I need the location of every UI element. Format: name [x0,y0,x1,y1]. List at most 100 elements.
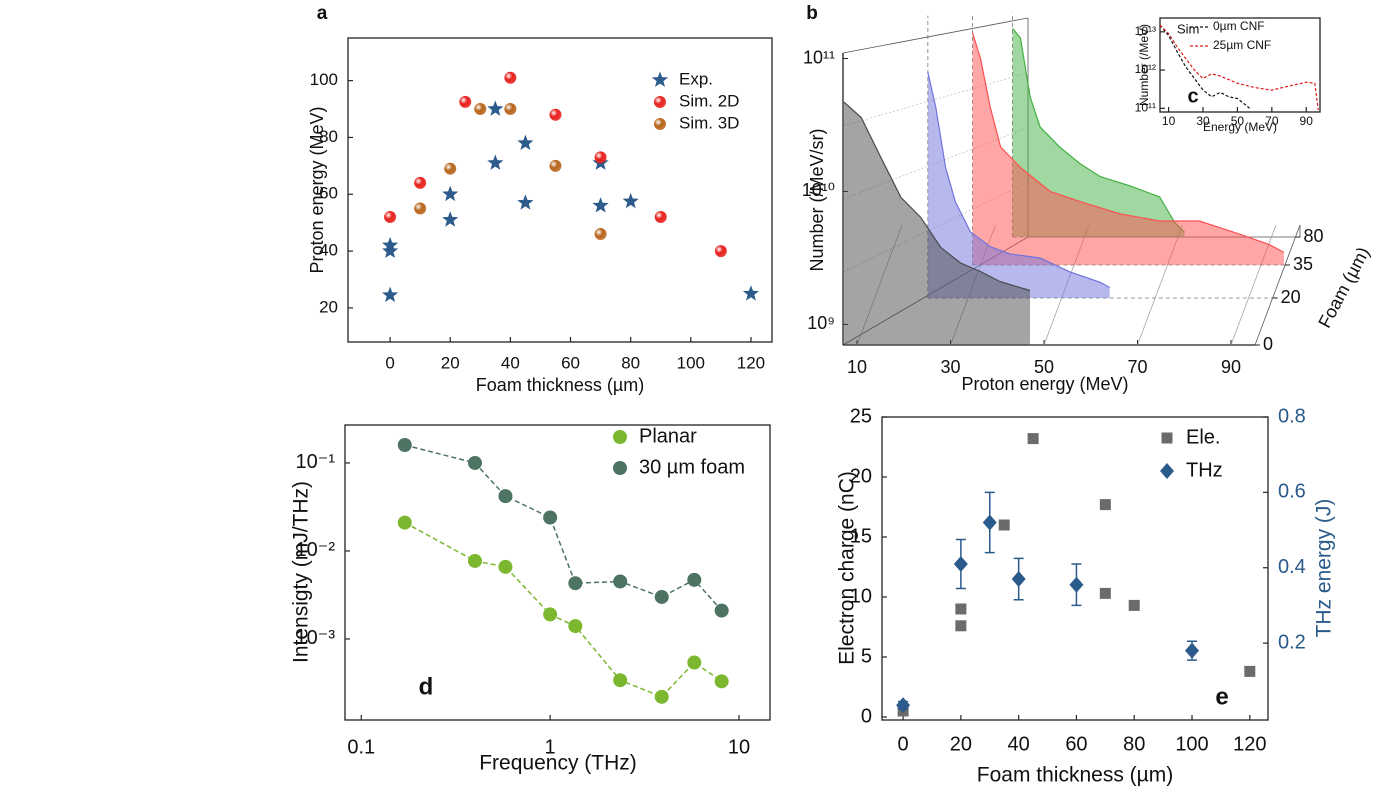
area-fill [1012,28,1185,237]
y-tick-label: 10⁻¹ [296,451,336,473]
y-axis-label: Intensigty (mJ/THz) [290,481,313,663]
panel-label: b [806,3,818,24]
x-tick-label: 70 [1127,357,1147,377]
y-tick-label: 20 [850,465,872,487]
y-tick-label: 100 [310,70,338,89]
frame-edge [842,17,1029,54]
x-tick-label: 100 [677,353,705,372]
x-tick-label: 90 [1300,114,1314,128]
area-fill [927,72,1110,298]
x-tick-label: 100 [1175,733,1208,755]
area-fill [972,32,1284,266]
x-tick-label: 0.1 [347,736,375,758]
frame-edge [1254,224,1301,346]
star-marker [382,236,399,253]
y-tick-label: 10⁹ [807,313,835,333]
y2-tick-label: 0.8 [1278,405,1306,427]
sphere-marker [384,210,397,223]
legend-marker [651,71,669,87]
legend-marker [1161,432,1173,444]
circle-marker [568,576,583,591]
plot-frame [344,424,771,721]
square-marker [1027,433,1039,445]
circle-marker [687,655,702,670]
circle-marker [654,589,669,604]
y-tick-label: 10 [850,585,872,607]
sphere-marker [549,159,562,172]
y-tick-label: 0 [861,705,872,727]
circle-marker [613,574,628,589]
circle-marker [543,607,558,622]
x-tick-label: 20 [950,733,972,755]
sphere-marker [594,228,607,241]
circle-marker [714,603,729,618]
diamond-marker [953,555,968,572]
star-marker [382,286,399,302]
x-tick-label: 80 [1123,733,1145,755]
diamond-marker [1011,571,1026,588]
legend-marker [613,430,627,444]
sphere-marker [504,103,517,116]
area-edge [972,32,1285,253]
legend-label: Planar [639,425,697,447]
x-tick-label: 0 [385,353,394,372]
panel-label: a [317,3,328,24]
plot-frame [347,37,773,343]
sphere-marker [414,202,427,215]
y2-tick-label: 0.2 [1278,631,1306,653]
circle-marker [568,619,583,634]
y-tick-label: 5 [861,645,872,667]
legend-marker [613,461,627,475]
y-tick-label: 40 [319,241,338,260]
y-tick-label: 10⁻² [296,539,336,561]
plot-frame [881,416,1269,721]
x-axis-label: Energy (MeV) [1203,120,1277,134]
square-marker [1244,665,1256,677]
x-axis-label: Foam thickness (µm) [476,375,644,395]
circle-marker [498,559,513,574]
x-axis-label: Frequency (THz) [479,752,637,775]
y-tick-label: 10¹¹ [1135,100,1156,114]
diamond-marker [982,514,997,531]
y-axis-label: Number (/MeV) [1137,24,1151,106]
legend-label: 25µm CNF [1213,38,1271,52]
x-tick-label: 90 [1221,357,1241,377]
circle-marker [543,510,558,525]
sphere-marker [714,245,727,258]
legend-marker [1160,463,1174,479]
sphere-marker [594,151,607,164]
z-tick-label: 35 [1293,254,1313,274]
panel-label: d [419,673,434,700]
circle-marker [498,489,513,504]
x-tick-label: 40 [1008,733,1030,755]
sphere-marker [474,103,487,116]
x-tick-label: 120 [737,353,765,372]
circle-marker [613,673,628,688]
x-tick-label: 30 [940,357,960,377]
y-tick-label: 10¹² [1135,62,1156,76]
y-tick-label: 80 [319,127,338,146]
perspective-guide [842,72,1029,127]
sphere-marker [549,108,562,121]
diamond-marker [1185,642,1200,659]
x-axis-label: Proton energy (MeV) [961,374,1128,394]
x-tick-label: 60 [1065,733,1087,755]
legend-marker [654,96,666,108]
area-edge [843,101,1031,292]
x-tick-label: 10 [1162,114,1176,128]
series-line [1159,24,1319,111]
x-tick-label: 1 [545,736,556,758]
area-fill [843,102,1030,345]
diamond-marker [1069,576,1084,593]
star-marker [487,100,504,116]
x-tick-label: 0 [898,733,909,755]
z-tick-label: 80 [1304,226,1324,246]
star-marker [517,134,534,150]
star-marker [622,192,639,209]
x-tick-label: 120 [1233,733,1266,755]
x-tick-label: 20 [441,353,460,372]
legend-label: Exp. [679,69,713,88]
legend-label: THz [1186,459,1223,481]
